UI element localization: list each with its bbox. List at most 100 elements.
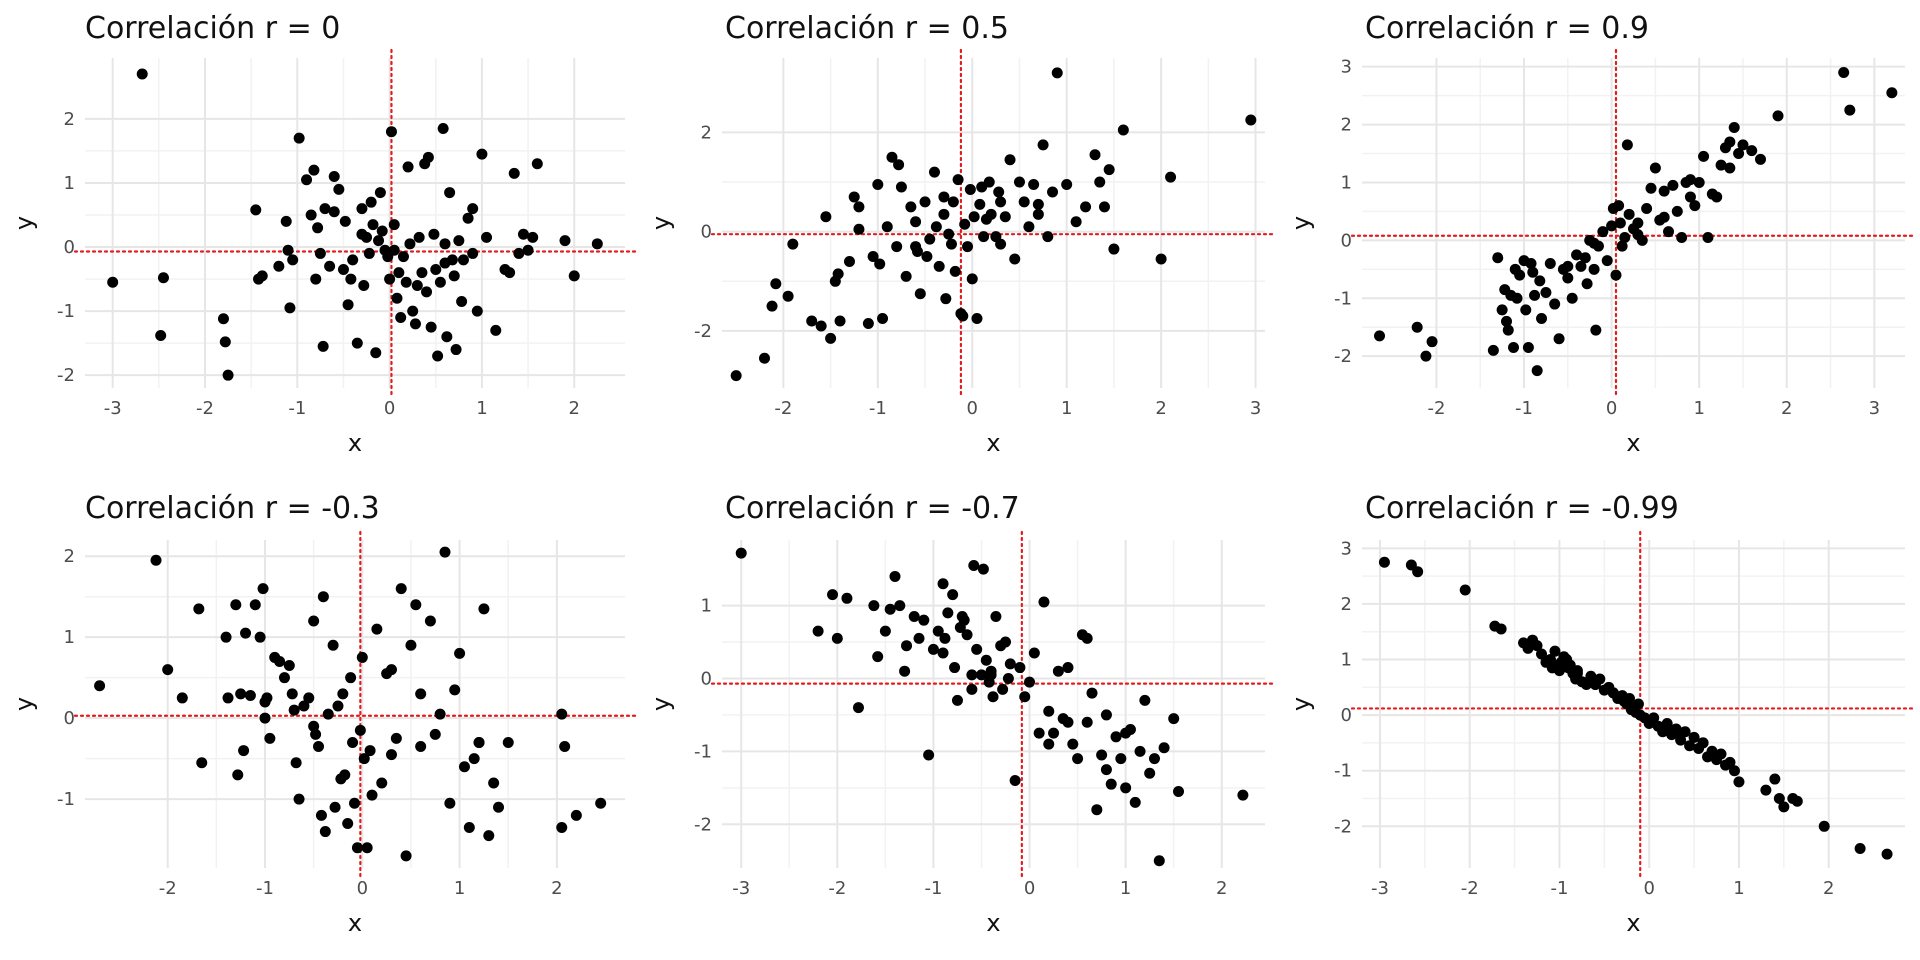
scatter-point — [1245, 114, 1257, 126]
scatter-point — [393, 267, 405, 279]
y-tick-label: 0 — [701, 222, 712, 243]
scatter-point — [1623, 208, 1635, 220]
scatter-point — [376, 777, 388, 789]
scatter-point — [448, 270, 460, 282]
y-tick-label: 1 — [64, 627, 75, 648]
scatter-point — [1105, 778, 1117, 790]
x-tick-label: 3 — [1869, 398, 1880, 419]
scatter-point — [222, 369, 234, 381]
scatter-point — [1420, 350, 1432, 362]
scatter-point — [439, 546, 451, 558]
scatter-point — [848, 191, 860, 203]
x-tick-label: 2 — [1155, 398, 1166, 419]
scatter-panel-4: -2 -1 0 1 2 -1 0 1 2 Correlación r = -0.3 x y — [10, 491, 637, 937]
scatter-point — [176, 692, 188, 704]
scatter-point — [1061, 179, 1073, 191]
scatter-point — [985, 208, 997, 220]
x-tick-label: 0 — [1024, 878, 1035, 899]
x-tick-label: -2 — [828, 878, 846, 899]
scatter-point — [1522, 642, 1534, 654]
scatter-point — [1378, 556, 1390, 568]
scatter-point — [843, 255, 855, 267]
scatter-point — [1531, 640, 1543, 652]
scatter-point — [273, 260, 285, 272]
scatter-point — [244, 689, 256, 701]
scatter-point — [995, 238, 1007, 250]
scatter-point — [274, 655, 286, 667]
x-axis-label: x — [348, 429, 362, 457]
scatter-point — [939, 632, 951, 644]
scatter-point — [385, 126, 397, 138]
y-tick-label: -1 — [57, 301, 75, 322]
scatter-point — [1527, 266, 1539, 278]
scatter-point — [424, 615, 436, 627]
scatter-point — [1614, 217, 1626, 229]
scatter-point — [951, 694, 963, 706]
scatter-point — [456, 295, 468, 307]
scatter-point — [1553, 665, 1565, 677]
scatter-point — [371, 623, 383, 635]
scatter-point — [1589, 679, 1601, 691]
scatter-point — [1492, 252, 1504, 264]
scatter-point — [388, 244, 400, 256]
scatter-point — [1374, 330, 1386, 342]
chart-title: Correlación r = 0.5 — [725, 11, 1009, 46]
scatter-point — [327, 639, 339, 651]
x-tick-label: 1 — [1733, 878, 1744, 899]
scatter-point — [568, 270, 580, 282]
scatter-point — [932, 625, 944, 637]
scatter-point — [1411, 321, 1423, 333]
scatter-point — [364, 745, 376, 757]
y-tick-label: -1 — [57, 789, 75, 810]
scatter-point — [432, 350, 444, 362]
scatter-point — [1536, 313, 1548, 325]
scatter-point — [1549, 645, 1561, 657]
scatter-point — [949, 265, 961, 277]
scatter-point — [1426, 336, 1438, 348]
scatter-point — [365, 196, 377, 208]
scatter-point — [351, 842, 363, 854]
scatter-point — [968, 560, 980, 572]
scatter-point — [317, 340, 329, 352]
chart-title: Correlación r = 0 — [85, 11, 340, 46]
scatter-panel-6: -3 -2 -1 0 1 2 -2 -1 0 1 2 3 Correlación r = -0.99 x y — [1287, 491, 1917, 937]
scatter-point — [1623, 692, 1635, 704]
scatter-point — [1733, 148, 1745, 160]
scatter-point — [766, 300, 778, 312]
scatter-point — [928, 166, 940, 178]
scatter-point — [980, 654, 992, 666]
scatter-point — [220, 631, 232, 643]
scatter-point — [454, 647, 466, 659]
x-tick-label: -2 — [1461, 878, 1479, 899]
scatter-point — [230, 599, 242, 611]
y-axis-label: y — [10, 697, 38, 711]
scatter-point — [444, 797, 456, 809]
scatter-point — [1562, 272, 1574, 284]
y-tick-label: 1 — [1341, 650, 1352, 671]
scatter-point — [1619, 231, 1631, 243]
scatter-point — [400, 850, 412, 862]
scatter-point — [1024, 676, 1036, 688]
scatter-point — [390, 732, 402, 744]
scatter-point — [457, 254, 469, 266]
scatter-point — [832, 268, 844, 280]
scatter-point — [363, 247, 375, 259]
scatter-point — [196, 757, 208, 769]
scatter-point — [303, 692, 315, 704]
scatter-point — [333, 183, 345, 195]
scatter-point — [1043, 705, 1055, 717]
scatter-point — [347, 736, 359, 748]
chart-title: Correlación r = -0.99 — [1365, 491, 1679, 526]
scatter-point — [942, 607, 954, 619]
scatter-point — [1667, 179, 1679, 191]
scatter-point — [328, 171, 340, 183]
scatter-point — [257, 583, 269, 595]
scatter-point — [421, 286, 433, 298]
scatter-point — [975, 669, 987, 681]
scatter-point — [559, 741, 571, 753]
y-tick-label: -1 — [1334, 761, 1352, 782]
scatter-point — [463, 822, 475, 834]
scatter-point — [508, 167, 520, 179]
scatter-point — [886, 151, 898, 163]
scatter-point — [1165, 171, 1177, 183]
